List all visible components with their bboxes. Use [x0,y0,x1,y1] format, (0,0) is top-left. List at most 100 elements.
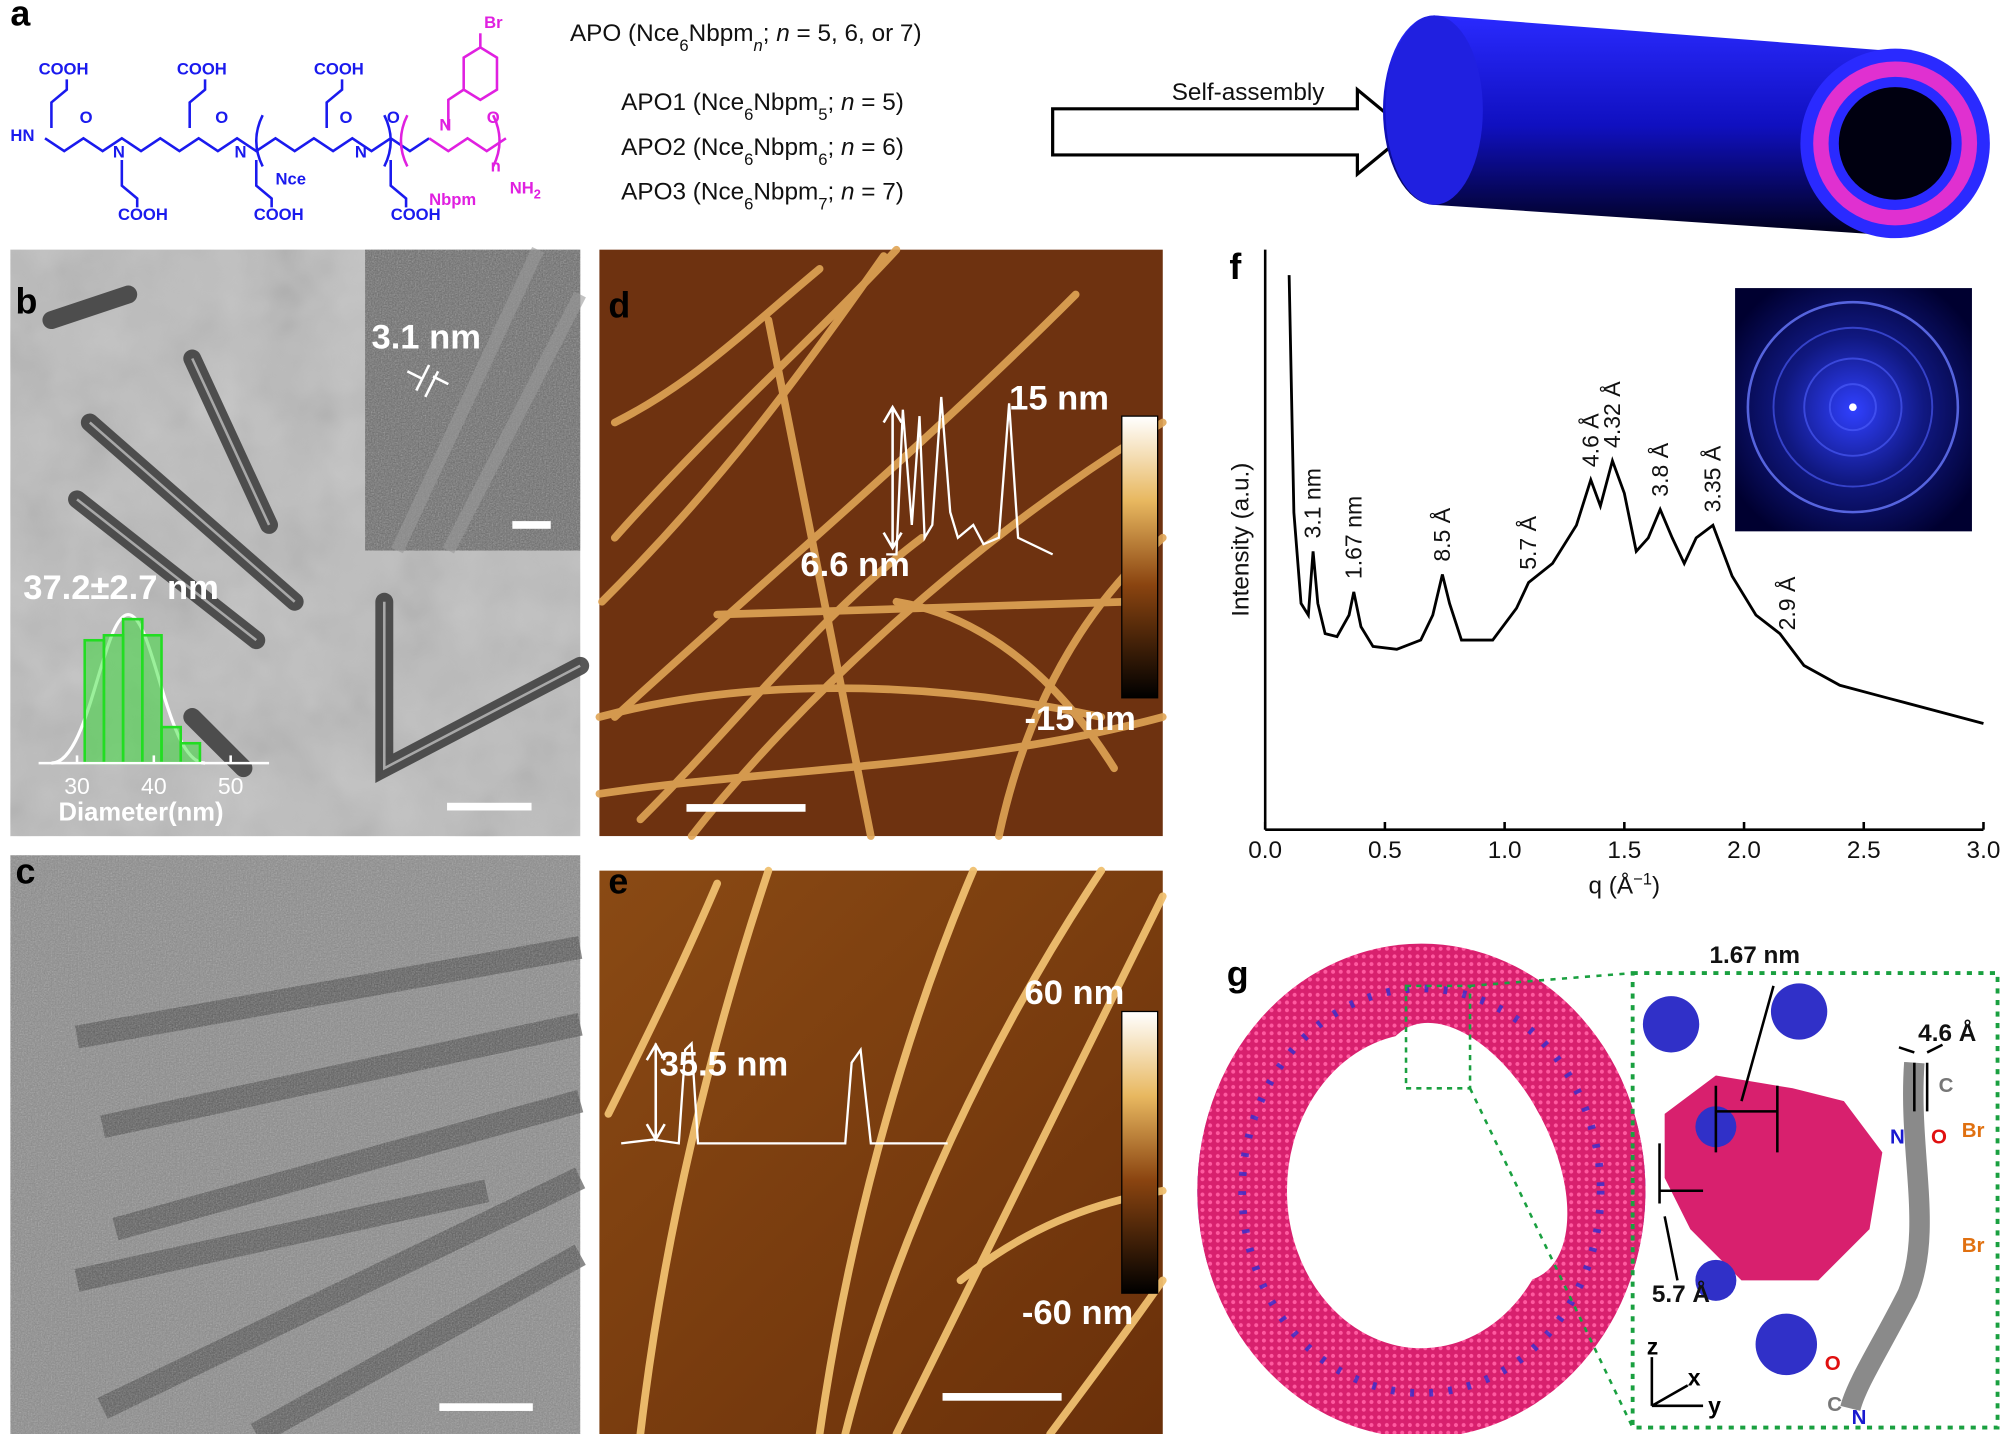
distance-label: 1.67 nm [1709,942,1800,969]
nh2-sub: 2 [534,186,541,201]
nh2-main: NH [510,178,534,197]
element: O [1825,1352,1841,1375]
x-tick-label: 1.0 [1488,837,1522,864]
peak-label: 4.6 Å [1576,413,1603,467]
arrow-label: Self-assembly [1172,79,1326,106]
structure-label: N [355,142,367,161]
element: C [1827,1393,1842,1416]
peak-label: 3.1 nm [1300,468,1326,538]
apo-line: APO2 (Nce6Nbpm6; n = 6) [621,134,904,169]
x-tick-label: 3.0 [1967,837,2001,864]
apo-text: APO (Nce6Nbpmn; n = 5, 6, or 7)APO1 (Nce… [570,20,922,213]
apo-part: ; [827,134,841,161]
axis-label: z [1647,1334,1659,1360]
structure-label: O [339,108,352,127]
colorbar-bottom: -15 nm [1024,700,1135,738]
hist-bar [160,725,183,765]
x-label-part: ) [1652,873,1660,900]
panel-label: b [16,282,38,322]
structure-label: COOH [177,59,227,78]
apo-part: 5 [818,105,827,124]
apo-part: n [776,20,790,47]
structure-label: Nce [275,169,306,188]
apo-part: = 7) [855,179,904,206]
panel-label: g [1227,954,1249,994]
peak-label: 3.35 Å [1699,445,1726,512]
apo-part: 6 [679,35,688,54]
apo-line: APO1 (Nce6Nbpm5; n = 5) [621,89,904,124]
element: N [1890,1125,1905,1148]
axis-label: x [1688,1364,1701,1390]
structure-label: COOH [254,205,304,224]
structure-label: n [491,157,501,176]
x-tick-label: 2.5 [1847,837,1881,864]
structure-label: N [113,142,125,161]
structure-label: N [235,142,247,161]
structure-label: Br [484,13,503,32]
axis-label: y [1708,1393,1721,1419]
peak-label: 3.8 Å [1646,442,1673,496]
peak-label: 8.5 Å [1428,507,1455,561]
x-tick-label: 0.0 [1248,837,1282,864]
hist-tick-label: 50 [218,773,244,799]
apo-part: n [841,134,855,161]
saxs-inset [1735,288,1972,532]
panel-label: c [16,851,36,891]
saxs-chart: 0.0 0.5 1.0 1.5 2.0 2.5 3.0 q (Å−1) Intensity (a… [1228,249,2001,900]
element: N [1852,1406,1867,1429]
colorbar-top: 15 nm [1009,380,1109,418]
afm-image-e [599,866,1167,1434]
hist-bar [179,741,202,765]
hist-xlabel: Diameter(nm) [59,799,224,827]
panel-label: f [1229,247,1241,287]
structure-label: O [80,108,93,127]
element: O [1931,1125,1947,1148]
apo-part: = 5, 6, or 7) [790,20,922,47]
apo-part: 6 [818,149,827,168]
tem-image-b [10,246,590,837]
apo-part: = 6) [855,134,904,161]
colorbar-top: 60 nm [1024,974,1124,1012]
structure-label: COOH [39,59,89,78]
apo-part: ; [763,20,777,47]
x-axis-label: q (Å−1) [1588,869,1660,900]
hist-bar [141,633,163,765]
apo-part: Nbpm [753,179,818,206]
x-label-part: −1 [1633,869,1652,888]
apo-part: APO1 (Nce [621,89,744,116]
hist-bar [83,638,106,765]
axis-labels: z x y [1647,1334,1721,1419]
x-label-part: q (Å [1588,872,1633,900]
inset-label: 3.1 nm [372,318,481,356]
panel-label: e [608,862,628,902]
panel-label: a [10,0,31,34]
hist-bar [121,617,144,765]
apo-part: = 5) [855,89,904,116]
nh2-label: NH2 [510,178,541,201]
nanotube [1382,15,1990,239]
hist-bar [102,633,125,765]
structure-label: O [215,108,228,127]
apo-part: 6 [744,105,753,124]
apo-part: ; [827,89,841,116]
apo-part: 6 [744,149,753,168]
x-tick-label: 2.0 [1727,837,1761,864]
profile-label: 6.6 nm [800,546,909,584]
apo-part: 7 [818,194,827,213]
apo-line: APO (Nce6Nbpmn; n = 5, 6, or 7) [570,20,922,54]
molecular-model [1197,943,2000,1434]
peak-label: 1.67 nm [1340,496,1366,579]
y-axis-label: Intensity (a.u.) [1228,463,1255,617]
hist-tick-label: 40 [141,773,167,799]
arrow [1051,86,1412,178]
apo-part: Nbpm [753,89,818,116]
element: Br [1962,1119,1985,1142]
structure-label: COOH [391,205,441,224]
distance-label: 5.7 Å [1652,1280,1710,1308]
apo-part: APO (Nce [570,20,679,47]
chem-structure [44,33,507,208]
tem-image-c [10,855,586,1434]
peak-label: 2.9 Å [1773,576,1800,630]
apo-part: ; [827,179,841,206]
